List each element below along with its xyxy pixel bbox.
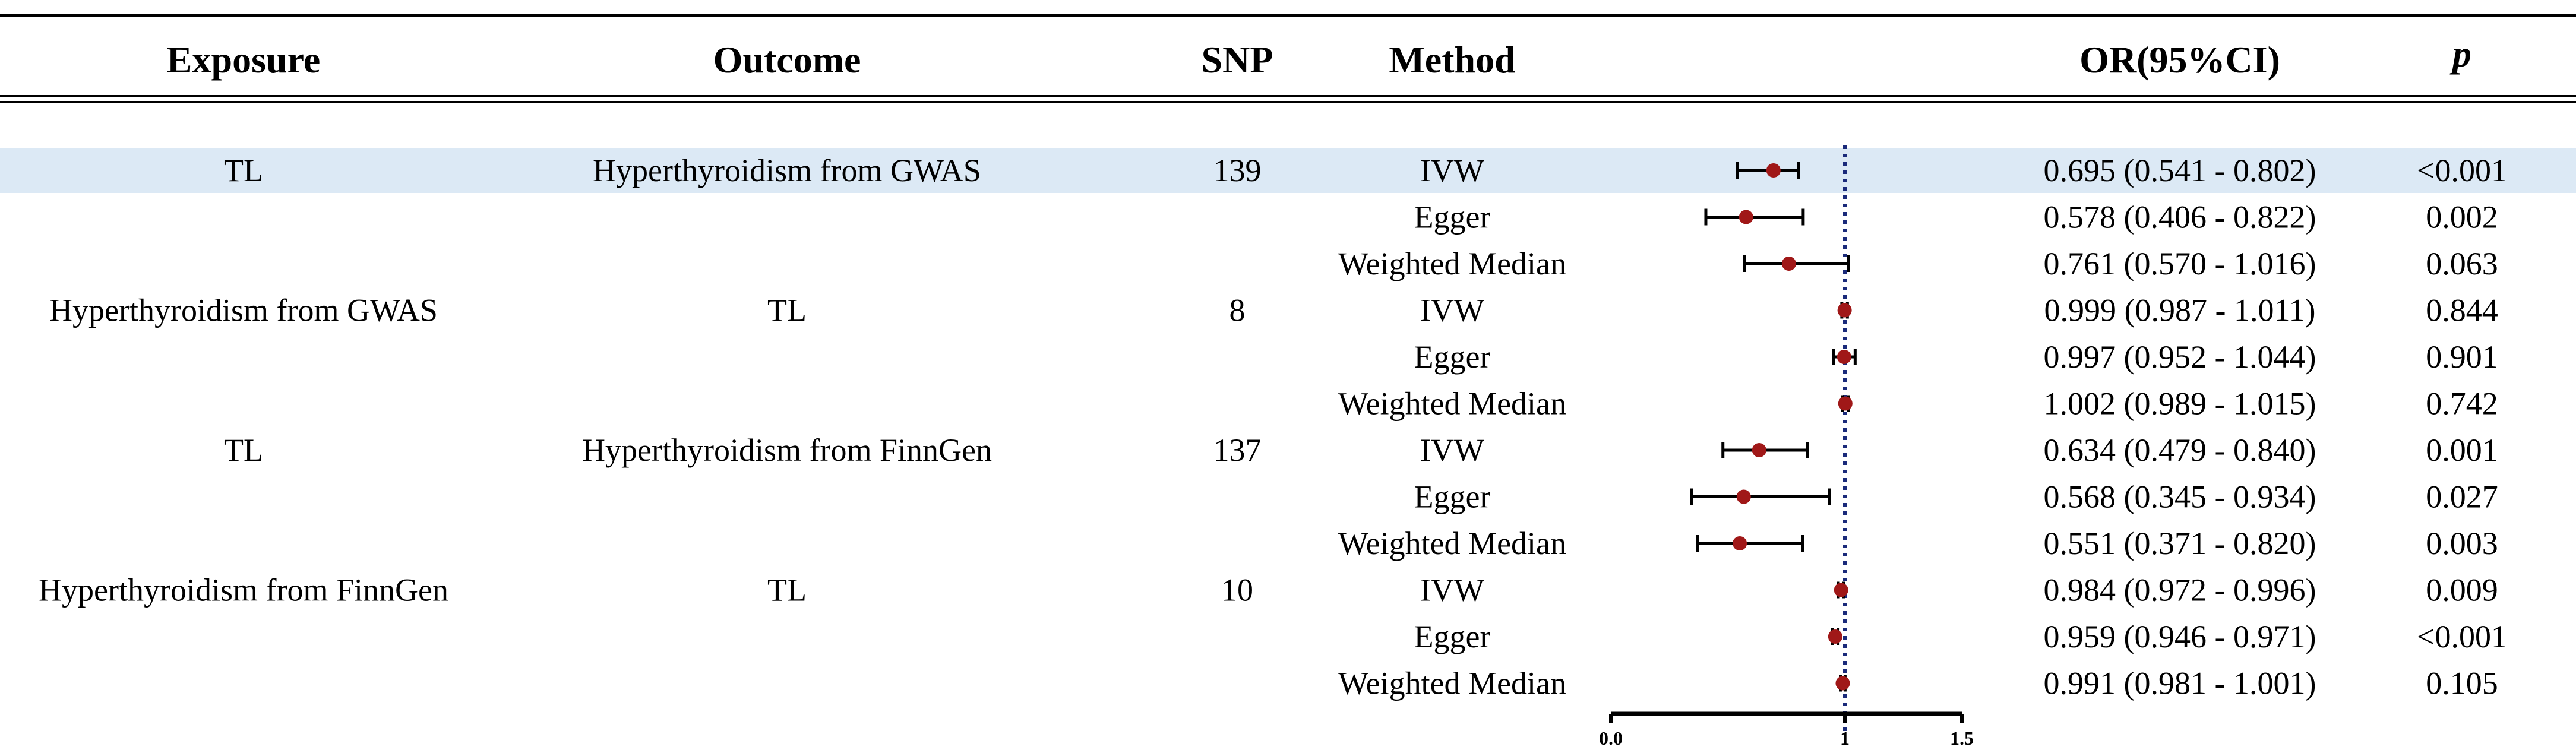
table-rows: TL Hyperthyroidism from GWAS 139 IVW 0.695 (…: [39, 153, 2507, 701]
x-tick-label: 1.5: [1950, 727, 1974, 749]
cell-p: 0.844: [2426, 293, 2498, 328]
cell-outcome: TL: [767, 293, 807, 328]
cell-method: Egger: [1414, 619, 1491, 654]
cell-p: 0.063: [2426, 246, 2498, 281]
cell-method: Weighted Median: [1338, 386, 1566, 422]
cell-p: 0.001: [2426, 432, 2498, 468]
cell-or: 0.551 (0.371 - 0.820): [2044, 526, 2316, 561]
cell-method: Egger: [1414, 339, 1491, 375]
header-or: OR(95%CI): [2079, 39, 2280, 81]
cell-p: <0.001: [2417, 153, 2507, 188]
cell-snp: 8: [1229, 293, 1246, 328]
cell-or: 0.695 (0.541 - 0.802): [2044, 153, 2316, 188]
header-snp: SNP: [1202, 39, 1273, 81]
cell-p: <0.001: [2417, 619, 2507, 654]
cell-or: 0.999 (0.987 - 1.011): [2044, 293, 2316, 328]
cell-p: 0.027: [2426, 479, 2498, 515]
cell-outcome: TL: [767, 572, 807, 608]
cell-method: Weighted Median: [1338, 526, 1566, 561]
header-outcome: Outcome: [713, 39, 861, 81]
row-band: [0, 148, 2576, 193]
cell-method: IVW: [1420, 432, 1484, 468]
or-point: [1733, 536, 1747, 550]
header-exposure: Exposure: [167, 39, 320, 81]
cell-or: 0.568 (0.345 - 0.934): [2044, 479, 2316, 515]
or-point: [1781, 257, 1796, 271]
cell-method: IVW: [1420, 293, 1484, 328]
cell-p: 0.002: [2426, 200, 2498, 235]
forest-plot: 0.0 1 1.5: [1599, 145, 1974, 749]
cell-exposure: Hyperthyroidism from GWAS: [49, 293, 438, 328]
cell-p: 0.003: [2426, 526, 2498, 561]
cell-exposure: TL: [224, 432, 263, 468]
or-point: [1834, 583, 1848, 597]
cell-exposure: TL: [224, 153, 263, 188]
cell-snp: 10: [1221, 572, 1253, 608]
cell-exposure: Hyperthyroidism from FinnGen: [39, 572, 448, 608]
cell-or: 0.634 (0.479 - 0.840): [2044, 432, 2316, 468]
row-bands: [0, 148, 2576, 193]
cell-or: 0.991 (0.981 - 1.001): [2044, 666, 2316, 701]
header-p: p: [2449, 33, 2471, 75]
cell-p: 0.742: [2426, 386, 2498, 422]
cell-p: 0.901: [2426, 339, 2498, 375]
x-tick-label: 1: [1840, 727, 1850, 749]
cell-or: 0.959 (0.946 - 0.971): [2044, 619, 2316, 654]
cell-method: IVW: [1420, 153, 1484, 188]
cell-or: 0.997 (0.952 - 1.044): [2044, 339, 2316, 375]
x-tick-label: 0.0: [1599, 727, 1623, 749]
cell-or: 1.002 (0.989 - 1.015): [2044, 386, 2316, 422]
cell-method: IVW: [1420, 572, 1484, 608]
or-point: [1736, 489, 1751, 504]
cell-or: 0.761 (0.570 - 1.016): [2044, 246, 2316, 281]
or-point: [1838, 396, 1853, 411]
or-point: [1837, 303, 1852, 318]
or-point: [1837, 350, 1851, 364]
cell-p: 0.105: [2426, 666, 2498, 701]
cell-outcome: Hyperthyroidism from FinnGen: [582, 432, 992, 468]
cell-method: Egger: [1414, 479, 1491, 515]
cell-method: Egger: [1414, 200, 1491, 235]
cell-or: 0.984 (0.972 - 0.996): [2044, 572, 2316, 608]
cell-snp: 139: [1213, 153, 1262, 188]
header-method: Method: [1389, 39, 1515, 81]
cell-snp: 137: [1213, 432, 1262, 468]
or-point: [1835, 676, 1850, 691]
cell-p: 0.009: [2426, 572, 2498, 608]
cell-method: Weighted Median: [1338, 666, 1566, 701]
cell-outcome: Hyperthyroidism from GWAS: [593, 153, 981, 188]
or-point: [1766, 163, 1781, 178]
or-point: [1828, 629, 1842, 644]
cell-or: 0.578 (0.406 - 0.822): [2044, 200, 2316, 235]
or-point: [1739, 210, 1753, 224]
cell-method: Weighted Median: [1338, 246, 1566, 281]
or-point: [1752, 443, 1766, 457]
